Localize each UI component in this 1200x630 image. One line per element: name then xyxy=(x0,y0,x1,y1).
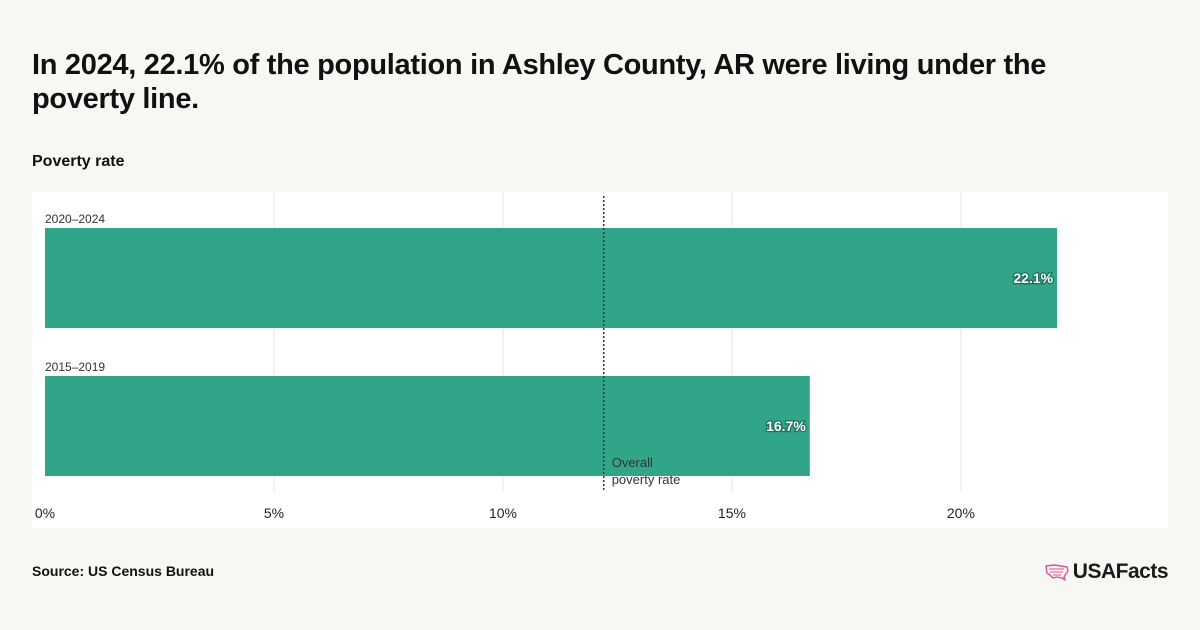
bar-value-label: 22.1% xyxy=(1013,270,1053,286)
x-tick-label: 0% xyxy=(35,505,55,521)
bar-chart: 0% 5% 10% 15% 20% 2020–2024 22.1% 2015–2019 16.7… xyxy=(35,192,1058,521)
category-label: 2020–2024 xyxy=(45,212,105,226)
source-note: Source: US Census Bureau xyxy=(32,563,215,579)
chart-title: In 2024, 22.1% of the population in Ashl… xyxy=(32,49,1047,115)
brand-name: USAFacts xyxy=(1072,560,1169,583)
us-map-icon xyxy=(1045,564,1069,581)
x-tick-label: 15% xyxy=(718,505,746,521)
x-tick-label: 20% xyxy=(947,505,975,521)
bar xyxy=(45,228,1058,328)
bar xyxy=(45,376,810,476)
x-tick-label: 5% xyxy=(264,505,284,521)
plot-area: 0% 5% 10% 15% 20% 2020–2024 22.1% 2015–2019 16.7… xyxy=(32,192,1168,528)
category-label: 2015–2019 xyxy=(45,360,105,374)
brand-logo: USAFacts xyxy=(1045,560,1169,584)
reference-line-label: poverty rate xyxy=(612,472,681,487)
bar-value-label: 16.7% xyxy=(766,418,806,434)
chart-subtitle: Poverty rate xyxy=(32,153,125,170)
reference-line-label: Overall xyxy=(612,455,653,470)
x-tick-label: 10% xyxy=(489,505,517,521)
